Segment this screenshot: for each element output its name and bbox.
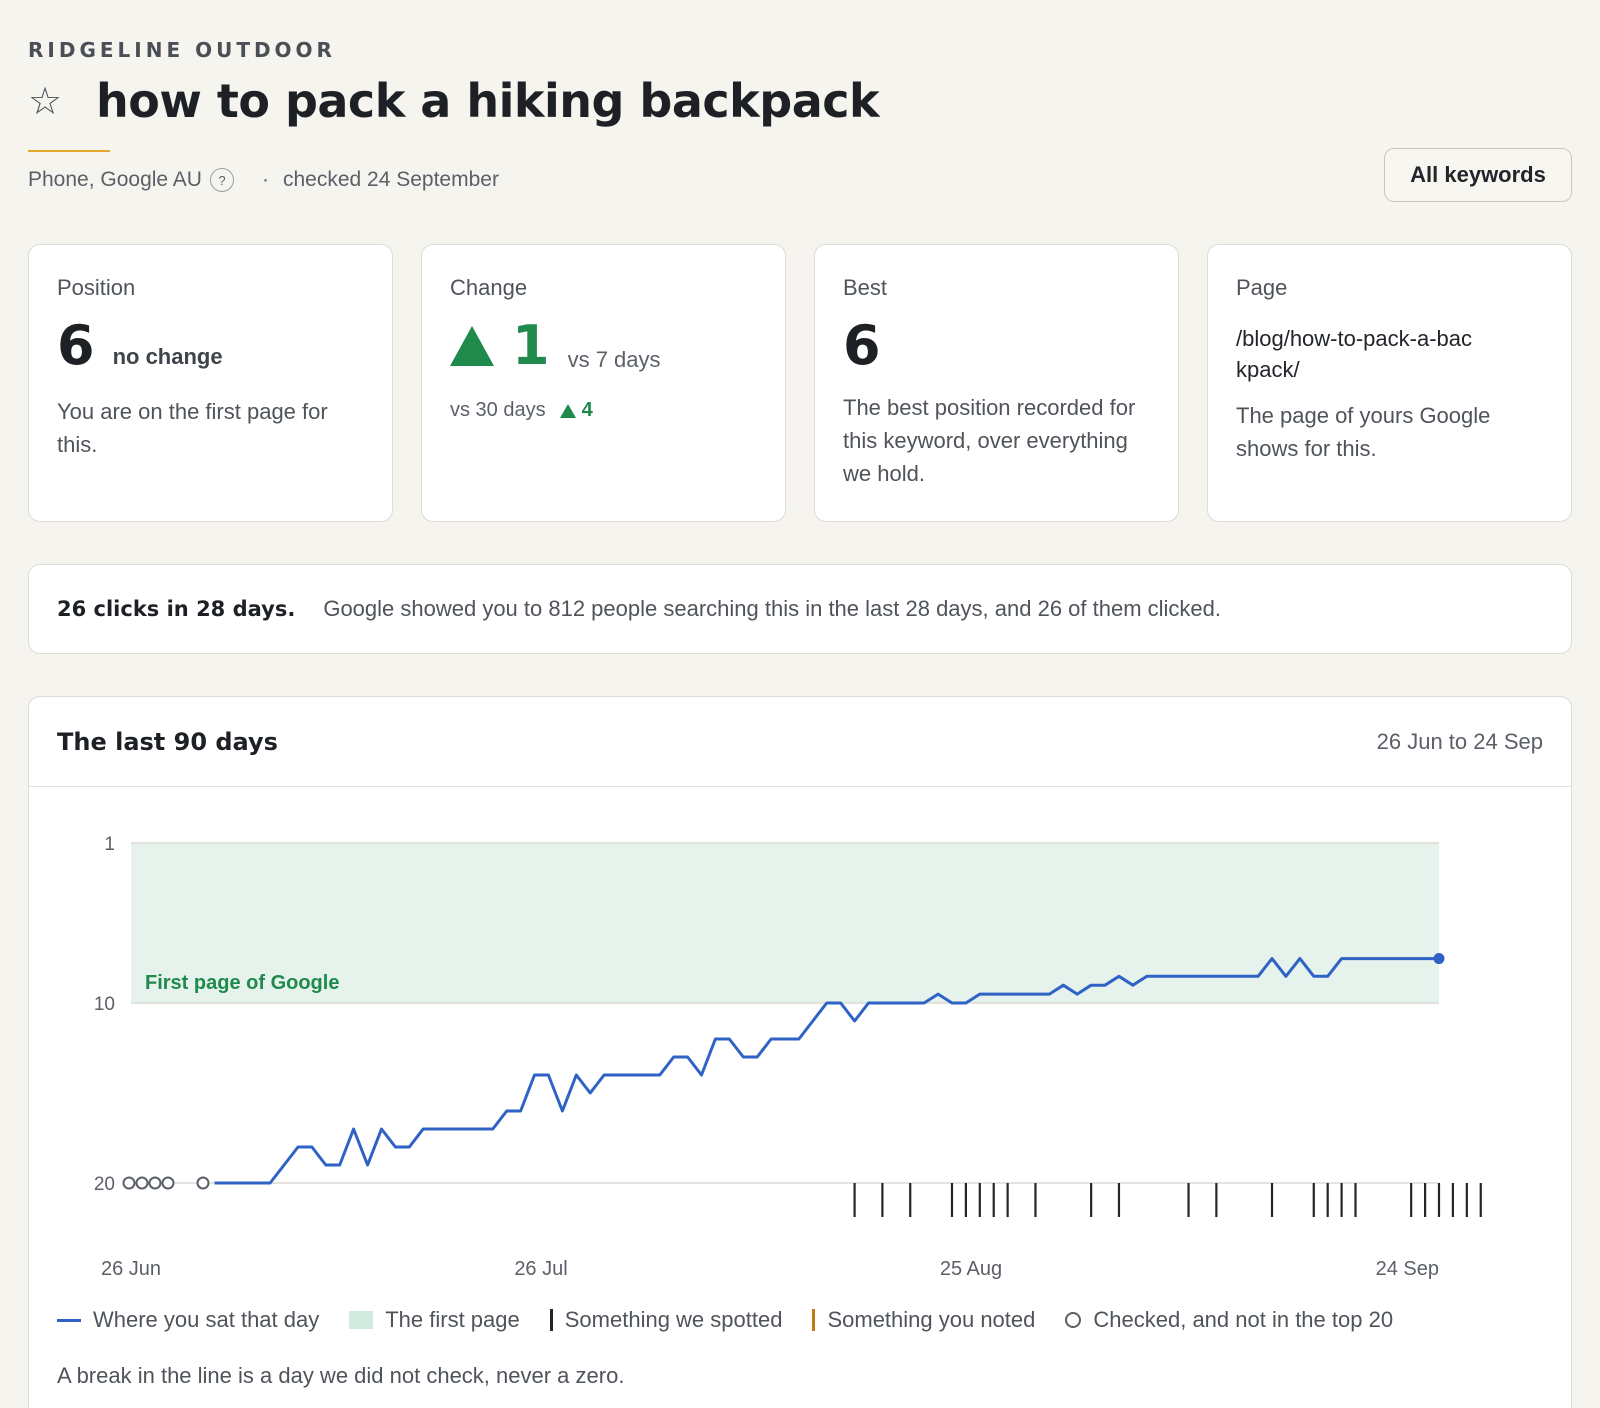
change-card: Change 1 vs 7 days vs 30 days 4 [421,244,786,522]
legend-spotted: Something we spotted [549,1307,783,1333]
legend-spotted-label: Something we spotted [564,1307,783,1332]
not-top20-marker [161,1176,175,1190]
legend-noted-label: Something you noted [827,1307,1036,1332]
legend-not-top20-swatch [1065,1312,1082,1328]
legend-band-swatch [349,1311,374,1329]
legend-noted: Something you noted [812,1307,1035,1333]
position-description: You are on the first page for this. [57,399,328,457]
legend-spotted-swatch [549,1309,553,1331]
up-arrow-icon [450,326,494,366]
legend-not-top20-label: Checked, and not in the top 20 [1093,1307,1394,1332]
chart-date-range: 26 Jun to 24 Sep [1376,728,1543,754]
latest-position-point [1433,953,1445,965]
position-value: 6 [57,314,95,377]
legend-noted-swatch [812,1309,816,1331]
y-tick-label: 1 [104,834,115,855]
change-label: Change [450,275,528,300]
checked-date: checked 24 September [282,168,499,191]
not-top20-marker [148,1176,162,1190]
not-top20-marker [196,1176,210,1190]
not-top20-marker [135,1176,149,1190]
page-description: The page of yours Google shows for this. [1236,403,1491,461]
star-icon[interactable]: ☆ [28,79,63,123]
legend-band: The first page [349,1307,520,1333]
position-card: Position 6 no change You are on the firs… [28,244,393,522]
title-underline [28,150,110,152]
page-card: Page /blog/how-to-pack-a-backpack/ The p… [1207,244,1572,522]
position-history-chart: 1 10 20 First page of Google 26 Jun 26 Jul 25 … [94,834,1482,1280]
legend-line: Where you sat that day [57,1307,319,1333]
x-tick-label: 26 Jun [101,1258,161,1280]
device-engine: Phone, Google AU [28,168,202,191]
position-label: Position [57,275,136,300]
clicks-summary: 26 clicks in 28 days. Google showed you … [28,564,1572,654]
change-30-days: vs 30 days 4 [450,399,757,422]
up-arrow-small-icon [559,403,576,418]
change-value: 1 [512,314,550,377]
chart-title: The last 90 days [57,727,278,756]
band-label: First page of Google [145,972,339,994]
legend-line-label: Where you sat that day [93,1307,320,1332]
position-line [214,957,1439,1185]
y-tick-label: 20 [94,1174,115,1195]
history-chart-card: The last 90 days 26 Jun to 24 Sep 1 10 20 F… [28,696,1572,1408]
position-note: no change [112,344,223,369]
page-label: Page [1236,275,1288,300]
keyword-meta: Phone, Google AU ? · checked 24 Septembe… [28,168,499,192]
change-30-label: vs 30 days [450,399,546,421]
legend-line-swatch [57,1318,81,1322]
chart-footnote: A break in the line is a day we did not … [57,1363,625,1388]
meta-separator: · [261,168,269,191]
all-keywords-button[interactable]: All keywords [1384,148,1572,202]
help-icon[interactable]: ? [209,168,234,192]
chart-header: The last 90 days 26 Jun to 24 Sep [29,697,1571,787]
legend-not-top20: Checked, and not in the top 20 [1065,1307,1393,1333]
keyword-title: how to pack a hiking backpack [96,74,880,128]
title-row: ☆ how to pack a hiking backpack [28,74,880,128]
page-url[interactable]: /blog/how-to-pack-a-backpack/ [1236,326,1473,382]
change-30-value: 4 [581,399,593,421]
y-tick-label: 10 [94,994,115,1015]
change-note: vs 7 days [567,347,661,372]
x-tick-label: 24 Sep [1376,1258,1439,1280]
not-top20-marker [122,1176,136,1190]
best-label: Best [843,275,888,300]
x-tick-label: 26 Jul [514,1258,567,1280]
clicks-headline: 26 clicks in 28 days. [57,597,296,621]
clicks-detail: Google showed you to 812 people searchin… [323,596,1222,621]
brand-name: RIDGELINE OUTDOOR [28,38,336,62]
legend-band-label: The first page [385,1307,520,1332]
best-card: Best 6 The best position recorded for th… [814,244,1179,522]
best-value: 6 [843,314,881,377]
x-tick-label: 25 Aug [940,1258,1002,1280]
best-description: The best position recorded for this keyw… [843,395,1136,486]
chart-legend: Where you sat that day The first page So… [57,1307,1423,1333]
